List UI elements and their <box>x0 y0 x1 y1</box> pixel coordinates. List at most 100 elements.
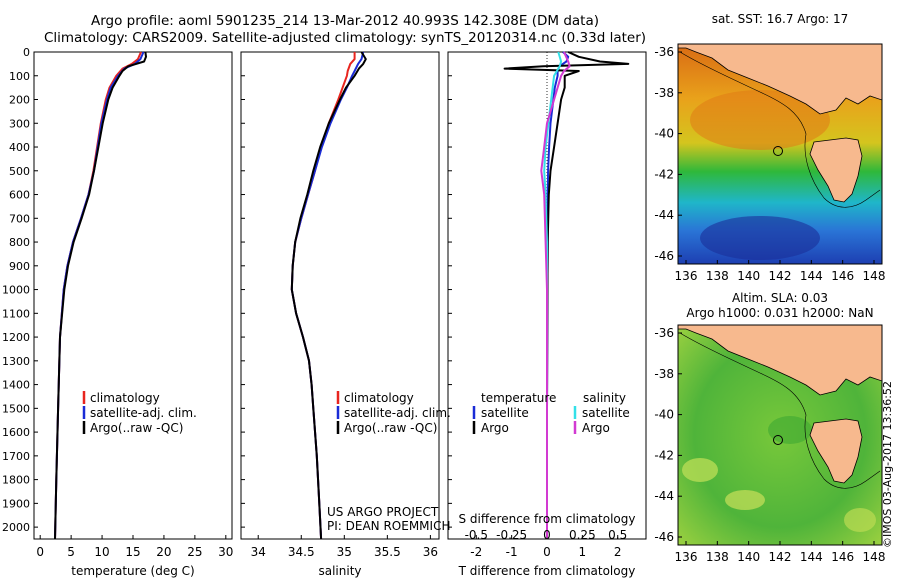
s-tick-label: -0.25 <box>496 528 527 542</box>
depth-tick-label: 1400 <box>2 379 30 392</box>
map-x-tick-label: 140 <box>737 269 760 283</box>
legend-label-clim: climatology <box>344 391 414 405</box>
sst-map: sat. SST: 16.7 Argo: 17 136 138 140 142 144 1… <box>654 12 885 283</box>
x-tick-label: 5 <box>67 545 75 559</box>
map-x-tick-label: 148 <box>863 550 886 564</box>
depth-tick-label: 1500 <box>2 402 30 415</box>
difference-plot: -2 -1 0 1 2 -0.5 -0.25 0 0.25 0.5 <box>465 51 630 559</box>
mainland-land <box>678 44 882 115</box>
depth-tick-label: 1600 <box>2 426 30 439</box>
map-x-tick-label: 140 <box>737 550 760 564</box>
sla-patch-2 <box>725 490 765 510</box>
s-tick-label: 0.25 <box>569 528 596 542</box>
x-tick-label: 10 <box>94 545 109 559</box>
map-y-tick-label: -44 <box>654 489 674 503</box>
depth-tick-label: 1100 <box>2 307 30 320</box>
depth-tick-label: 600 <box>9 189 30 202</box>
depth-tick-label: 100 <box>9 70 30 83</box>
depth-tick-label: 0 <box>23 46 30 59</box>
legend-label-s-argo: Argo <box>582 421 610 435</box>
legend-title-temperature: temperature <box>481 391 556 405</box>
argo-location-marker <box>773 146 783 156</box>
x-tick-label: 35.5 <box>374 545 401 559</box>
temperature-legend: climatology satellite-adj. clim. Argo(..… <box>82 391 197 435</box>
depth-tick-label: 400 <box>9 141 30 154</box>
map-x-tick-label: 136 <box>675 269 698 283</box>
map-y-tick-label: -42 <box>654 448 674 462</box>
x-tick-label: 36 <box>423 545 438 559</box>
difference-top-xlabel: S difference from climatology <box>459 512 636 526</box>
map-x-tick-label: 144 <box>800 269 823 283</box>
sla-map: Altim. SLA: 0.03 Argo h1000: 0.031 h2000… <box>654 291 885 564</box>
x-tick-label: 1 <box>579 545 587 559</box>
mainland-land <box>678 325 882 396</box>
map-y-tick-label: -42 <box>654 167 674 181</box>
salinity-panel-frame <box>240 51 440 540</box>
depth-tick-label: 1900 <box>2 497 30 510</box>
s-tick-label: 0 <box>543 528 551 542</box>
salinity-plot: 34 34.5 35 35.5 36 <box>251 51 438 559</box>
x-tick-label: -1 <box>506 545 518 559</box>
temperature-panel-frame <box>33 51 233 540</box>
x-tick-label: 35 <box>337 545 352 559</box>
depth-tick-label: 1300 <box>2 355 30 368</box>
salinity-legend: climatology satellite-adj. clim. Argo(..… <box>336 391 451 435</box>
depth-tick-label: 500 <box>9 165 30 178</box>
map-y-tick-label: -44 <box>654 208 674 222</box>
map-y-tick-label: -46 <box>654 530 674 544</box>
legend-label-sat: satellite-adj. clim. <box>344 406 451 420</box>
difference-legend: temperature salinity satellite Argo sate… <box>472 391 630 435</box>
x-tick-label: 2 <box>614 545 622 559</box>
sst-map-title: sat. SST: 16.7 Argo: 17 <box>712 12 849 26</box>
sla-map-title1: Altim. SLA: 0.03 <box>732 291 828 305</box>
map-y-tick-label: -40 <box>654 408 674 422</box>
sla-map-title2: Argo h1000: 0.031 h2000: NaN <box>686 306 873 320</box>
sst-warm-patch <box>690 90 830 150</box>
legend-label-sat: satellite-adj. clim. <box>90 406 197 420</box>
tasmania-land <box>809 418 863 484</box>
series-line-2 <box>54 51 147 540</box>
x-tick-label: -2 <box>470 545 482 559</box>
credit-line1: US ARGO PROJECT <box>327 505 439 519</box>
legend-label-t-sat: satellite <box>481 406 529 420</box>
sla-patch-3 <box>844 508 876 532</box>
shelf-contour <box>679 51 881 208</box>
header-line1: Argo profile: aoml 5901235_214 13-Mar-20… <box>91 13 599 29</box>
x-tick-label: 0 <box>543 545 551 559</box>
depth-tick-label: 200 <box>9 94 30 107</box>
shelf-contour <box>679 332 881 489</box>
map-x-tick-label: 136 <box>675 550 698 564</box>
map-x-tick-label: 148 <box>863 269 886 283</box>
x-tick-label: 30 <box>218 545 233 559</box>
credit-line2: PI: DEAN ROEMMICH <box>327 519 450 533</box>
legend-title-salinity: salinity <box>583 391 626 405</box>
temperature-plot: 0 5 10 15 20 25 30 <box>36 51 233 559</box>
depth-tick-label: 900 <box>9 260 30 273</box>
depth-axis: 0 100 200 300 400 500 600 700 800 900 1000 1100 1200… <box>2 46 452 534</box>
map-x-tick-label: 138 <box>706 269 729 283</box>
map-x-tick-label: 146 <box>831 550 854 564</box>
sla-patch-1 <box>682 458 718 482</box>
depth-tick-label: 300 <box>9 117 30 130</box>
sst-map-ticks: 136 138 140 142 144 146 148 -36 -38 -40 -42 -44 -46 <box>654 45 885 283</box>
map-x-tick-label: 142 <box>769 550 792 564</box>
temperature-xlabel: temperature (deg C) <box>71 564 194 578</box>
map-x-tick-label: 142 <box>769 269 792 283</box>
salinity-xlabel: salinity <box>318 564 361 578</box>
s-tick-label: -0.5 <box>465 528 488 542</box>
sla-patch-4 <box>768 416 812 444</box>
sla-map-ticks: 136 138 140 142 144 146 148 -36 -38 -40 -42 -44 -46 <box>654 326 885 564</box>
x-tick-label: 34.5 <box>288 545 315 559</box>
difference-xlabel: T difference from climatology <box>458 564 636 578</box>
depth-tick-label: 800 <box>9 236 30 249</box>
legend-label-t-argo: Argo <box>481 421 509 435</box>
timestamp: ©IMOS 03-Aug-2017 13:36:52 <box>881 381 894 548</box>
map-x-tick-label: 138 <box>706 550 729 564</box>
map-y-tick-label: -40 <box>654 127 674 141</box>
depth-tick-label: 1200 <box>2 331 30 344</box>
map-x-tick-label: 144 <box>800 550 823 564</box>
x-tick-label: 25 <box>187 545 202 559</box>
legend-label-s-sat: satellite <box>582 406 630 420</box>
x-tick-label: 15 <box>125 545 140 559</box>
